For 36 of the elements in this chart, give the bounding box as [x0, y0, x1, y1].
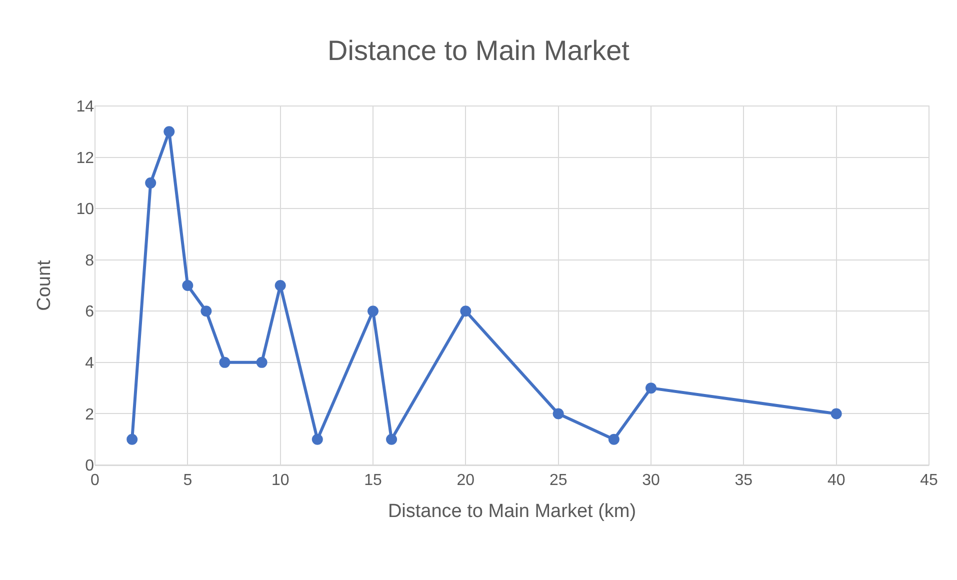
point — [312, 434, 323, 445]
x-tick-label: 40 — [827, 472, 846, 490]
y-tick-label: 14 — [76, 98, 94, 116]
y-tick-label: 2 — [85, 406, 94, 424]
point — [219, 356, 230, 368]
x-tick-label: 5 — [183, 472, 192, 490]
point — [145, 177, 156, 188]
x-tick-label: 10 — [271, 472, 290, 490]
y-tick-label: 8 — [85, 252, 94, 270]
point — [368, 306, 378, 317]
point — [274, 280, 286, 291]
point — [608, 434, 620, 445]
point — [256, 356, 268, 368]
point — [182, 280, 194, 291]
point — [646, 382, 656, 394]
y-tick-label: 6 — [85, 304, 94, 321]
point — [164, 126, 175, 138]
chart-title: Distance to Main Market — [328, 35, 630, 66]
x-tick-label: 20 — [456, 472, 475, 490]
y-tick-label: 10 — [76, 201, 94, 218]
point — [830, 408, 842, 420]
point — [552, 408, 564, 420]
x-tick-label: 15 — [364, 472, 382, 490]
y-tick-label: 4 — [85, 355, 94, 372]
point — [200, 306, 212, 317]
point — [460, 306, 472, 317]
y-tick-label: 12 — [76, 150, 94, 167]
point — [126, 434, 138, 445]
point — [386, 434, 398, 445]
y-tick-label: 0 — [85, 458, 94, 475]
x-tick-label: 35 — [734, 472, 753, 490]
x-tick-label: 45 — [920, 472, 938, 490]
y-axis-title: Count — [34, 259, 56, 311]
x-axis-title: Distance to Main Market (km) — [388, 501, 636, 522]
x-tick-label: 30 — [642, 472, 660, 490]
x-tick-label: 25 — [549, 472, 568, 490]
